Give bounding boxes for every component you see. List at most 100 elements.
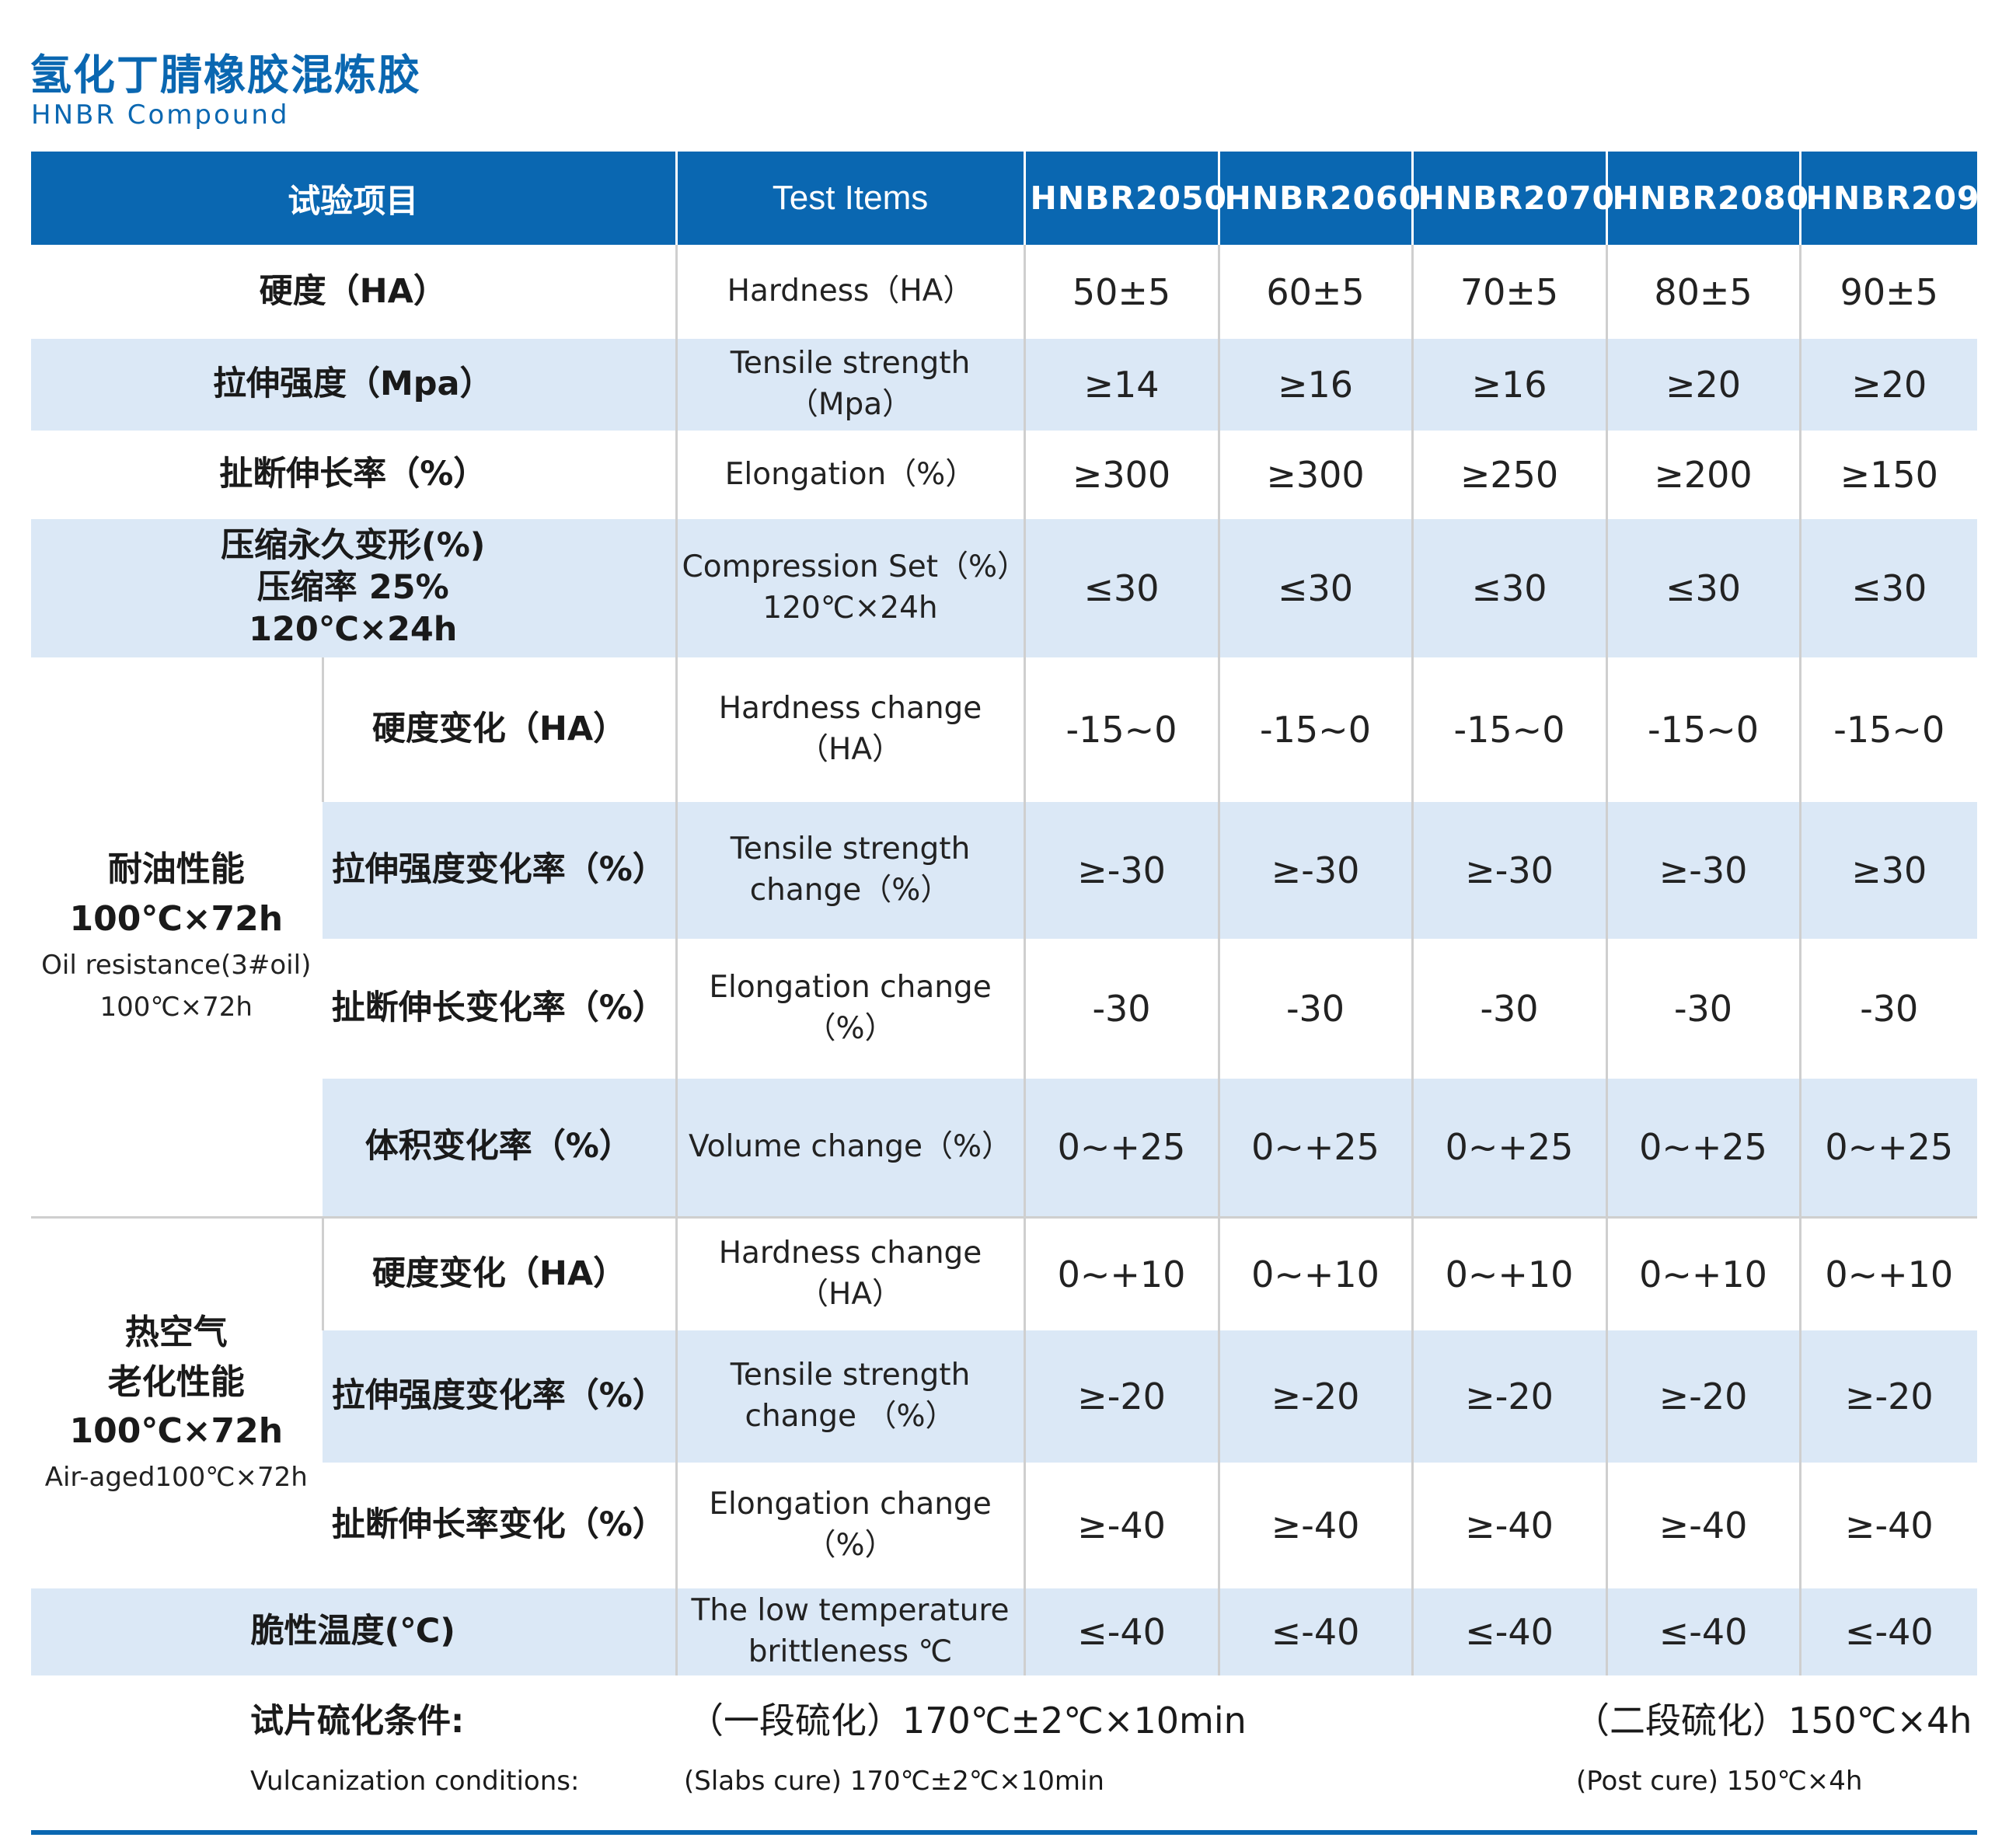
row-label-en-line: The low temperature <box>691 1593 1010 1629</box>
value-cell: ≥30 <box>1798 802 1978 939</box>
value-cell: -30 <box>1217 939 1413 1079</box>
value-cell: 0~+25 <box>1411 1079 1607 1217</box>
row-label-en-line: Compression Set（%） <box>682 549 1028 585</box>
air-aging-group: 热空气 老化性能 100℃×72h Air-aged100℃×72h <box>31 1215 323 1588</box>
value-cell: -30 <box>1411 939 1607 1079</box>
header-model: HNBR2090 <box>1798 152 2002 245</box>
row-label-cn: 压缩永久变形(%) 压缩率 25% 120℃×24h <box>31 519 677 657</box>
value-cell: ≥-20 <box>1605 1330 1801 1463</box>
row-label-cn-line: 压缩率 25% <box>256 568 449 608</box>
value-cell: -15~0 <box>1023 657 1219 802</box>
value-cell: ≥-30 <box>1217 802 1413 939</box>
row-label-en-line: change （%） <box>745 1399 956 1434</box>
value-cell: ≥16 <box>1217 339 1413 431</box>
group-label-cn: 老化性能 <box>107 1362 245 1402</box>
row-label-en-line: （Mpa） <box>787 387 913 422</box>
value-cell: ≥-40 <box>1605 1463 1801 1588</box>
value-cell: ≥-20 <box>1023 1330 1219 1463</box>
value-cell: 0~+25 <box>1217 1079 1413 1217</box>
value-cell: -30 <box>1023 939 1219 1079</box>
value-cell: ≥250 <box>1411 431 1607 519</box>
value-cell: -15~0 <box>1798 657 1978 802</box>
table-row: 拉伸强度（Mpa） Tensile strength （Mpa） ≥14 ≥16 … <box>31 339 1978 431</box>
row-label-en: Hardness change （HA） <box>675 1215 1025 1330</box>
value-cell: 70±5 <box>1411 245 1607 339</box>
table-row: 脆性温度(℃) The low temperature brittleness ℃… <box>31 1588 1978 1675</box>
value-cell: 60±5 <box>1217 245 1413 339</box>
row-label-cn: 拉伸强度变化率（%） <box>323 1330 677 1463</box>
value-cell: ≥200 <box>1605 431 1801 519</box>
table-row: 热空气 老化性能 100℃×72h Air-aged100℃×72h 硬度变化（… <box>31 1215 1978 1588</box>
table-row: 拉伸强度变化率（%） Tensile strength change （%） ≥-… <box>31 1330 1978 1463</box>
value-cell: ≤30 <box>1798 519 1978 657</box>
table-row: 扯断伸长变化率（%） Elongation change （%） -30 -30 … <box>31 939 1978 1079</box>
row-label-cn: 硬度（HA） <box>259 271 447 311</box>
spec-table: 试验项目 Test Items HNBR2050 HNBR2060 HNBR20… <box>31 152 2002 1675</box>
row-label-en: Volume change（%） <box>675 1079 1025 1217</box>
row-label-en: Hardness change （HA） <box>675 657 1025 802</box>
page-subtitle: HNBR Compound <box>31 99 290 131</box>
value-cell: ≥-40 <box>1023 1463 1219 1588</box>
row-label-en: Elongation（%） <box>675 431 1025 519</box>
value-cell: ≤-40 <box>1217 1588 1413 1675</box>
row-label-en: Tensile strength change（%） <box>675 802 1025 939</box>
value-cell: ≥300 <box>1217 431 1413 519</box>
value-cell: ≥20 <box>1798 339 1978 431</box>
value-cell: 0~+25 <box>1605 1079 1801 1217</box>
value-cell: 0~+10 <box>1023 1215 1219 1330</box>
header-model: HNBR2070 <box>1411 152 1614 245</box>
row-label-en-line: brittleness ℃ <box>748 1634 953 1669</box>
value-cell: ≥16 <box>1411 339 1607 431</box>
value-cell: -15~0 <box>1605 657 1801 802</box>
header-test-items-en: Test Items <box>675 152 1025 245</box>
row-label-en-line: Tensile strength <box>730 346 971 382</box>
value-cell: ≤30 <box>1605 519 1801 657</box>
row-label-cn: 硬度变化（HA） <box>321 1215 677 1330</box>
post-cure-en: (Post cure) 150℃×4h <box>1576 1766 1863 1797</box>
header-test-items-cn: 试验项目 <box>31 152 677 245</box>
header-model: HNBR2080 <box>1605 152 1808 245</box>
row-label-en: The low temperature brittleness ℃ <box>675 1588 1025 1675</box>
value-cell: ≤30 <box>1023 519 1219 657</box>
value-cell: ≥-20 <box>1798 1330 1978 1463</box>
cure-conditions-label-cn: 试片硫化条件: <box>250 1702 465 1741</box>
row-label-cn: 扯断伸长率变化（%） <box>331 1505 666 1545</box>
row-label-en: Hardness（HA） <box>675 245 1025 339</box>
value-cell: ≥-40 <box>1411 1463 1607 1588</box>
group-label-cn: 100℃×72h <box>69 898 284 939</box>
cure-conditions-label-en: Vulcanization conditions: <box>250 1766 580 1797</box>
group-label-en: Air-aged100℃×72h <box>44 1462 308 1494</box>
row-label-cn: 扯断伸长率（%） <box>219 455 487 494</box>
value-cell: 0~+10 <box>1605 1215 1801 1330</box>
row-label-en: Elongation change （%） <box>675 1463 1025 1588</box>
value-cell: -15~0 <box>1217 657 1413 802</box>
table-header-row: 试验项目 Test Items HNBR2050 HNBR2060 HNBR20… <box>31 152 2002 245</box>
value-cell: 0~+10 <box>1411 1215 1607 1330</box>
row-label-cn-line: 压缩永久变形(%) <box>221 526 486 566</box>
value-cell: ≥-40 <box>1217 1463 1413 1588</box>
table-row: 压缩永久变形(%) 压缩率 25% 120℃×24h Compression Set… <box>31 519 1978 657</box>
table-row: 扯断伸长率变化（%） Elongation change （%） ≥-40 ≥-4… <box>31 1463 1978 1588</box>
value-cell: ≥-40 <box>1798 1463 1978 1588</box>
row-label-en-line: Elongation change <box>709 1487 992 1522</box>
value-cell: 0~+25 <box>1023 1079 1219 1217</box>
row-label-cn: 扯断伸长变化率（%） <box>331 989 666 1028</box>
value-cell: ≤-40 <box>1798 1588 1978 1675</box>
row-label-cn: 脆性温度(℃) <box>31 1588 677 1675</box>
table-row: 硬度（HA） Hardness（HA） 50±5 60±5 70±5 80±5 … <box>31 245 1978 339</box>
group-label-cn: 100℃×72h <box>69 1411 284 1452</box>
value-cell: -15~0 <box>1411 657 1607 802</box>
row-label-en: Tensile strength change （%） <box>675 1330 1025 1463</box>
value-cell: ≤30 <box>1217 519 1413 657</box>
row-label-en-line: （%） <box>805 1011 895 1046</box>
row-label-cn: 拉伸强度变化率（%） <box>323 802 677 939</box>
value-cell: 0~+25 <box>1798 1079 1978 1217</box>
value-cell: ≥150 <box>1798 431 1978 519</box>
value-cell: ≤30 <box>1411 519 1607 657</box>
value-cell: ≤-40 <box>1411 1588 1607 1675</box>
row-label-en: Tensile strength （Mpa） <box>675 339 1025 431</box>
row-label-en-line: Tensile strength <box>730 832 971 867</box>
group-label-en: 100℃×72h <box>99 992 253 1023</box>
value-cell: ≥300 <box>1023 431 1219 519</box>
value-cell: ≤-40 <box>1023 1588 1219 1675</box>
